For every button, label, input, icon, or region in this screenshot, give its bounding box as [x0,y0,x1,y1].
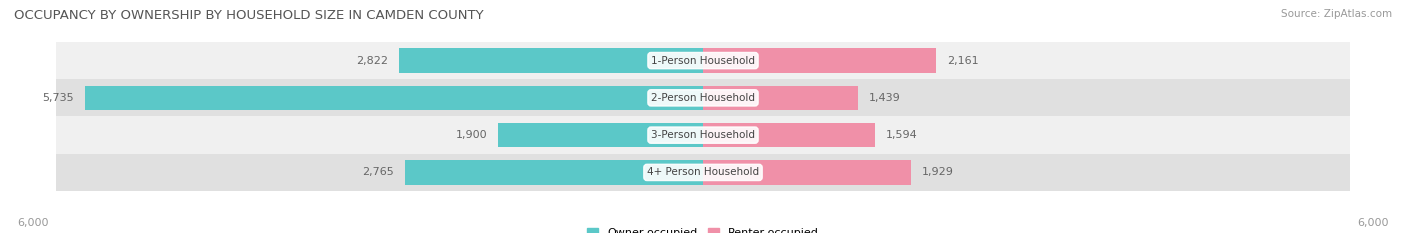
Legend: Owner-occupied, Renter-occupied: Owner-occupied, Renter-occupied [582,223,824,233]
Text: 4+ Person Household: 4+ Person Household [647,168,759,177]
Text: 3-Person Household: 3-Person Household [651,130,755,140]
Bar [405,160,703,185]
Text: 1,439: 1,439 [869,93,901,103]
Text: OCCUPANCY BY OWNERSHIP BY HOUSEHOLD SIZE IN CAMDEN COUNTY: OCCUPANCY BY OWNERSHIP BY HOUSEHOLD SIZE… [14,9,484,22]
Text: 1,900: 1,900 [456,130,488,140]
Bar [56,116,1350,154]
Bar [703,123,875,147]
Text: 2,822: 2,822 [356,56,388,65]
Text: 2,161: 2,161 [946,56,979,65]
Text: 6,000: 6,000 [17,218,48,228]
Text: 6,000: 6,000 [1358,218,1389,228]
Bar [56,79,1350,116]
Bar [498,123,703,147]
Text: Source: ZipAtlas.com: Source: ZipAtlas.com [1281,9,1392,19]
Text: 1,594: 1,594 [886,130,917,140]
Text: 2,765: 2,765 [363,168,394,177]
Bar [84,86,703,110]
Bar [399,48,703,73]
Text: 2-Person Household: 2-Person Household [651,93,755,103]
Bar [703,160,911,185]
Bar [703,86,858,110]
Bar [56,42,1350,79]
Text: 1-Person Household: 1-Person Household [651,56,755,65]
Bar [703,48,936,73]
Bar [56,154,1350,191]
Text: 5,735: 5,735 [42,93,75,103]
Text: 1,929: 1,929 [922,168,953,177]
